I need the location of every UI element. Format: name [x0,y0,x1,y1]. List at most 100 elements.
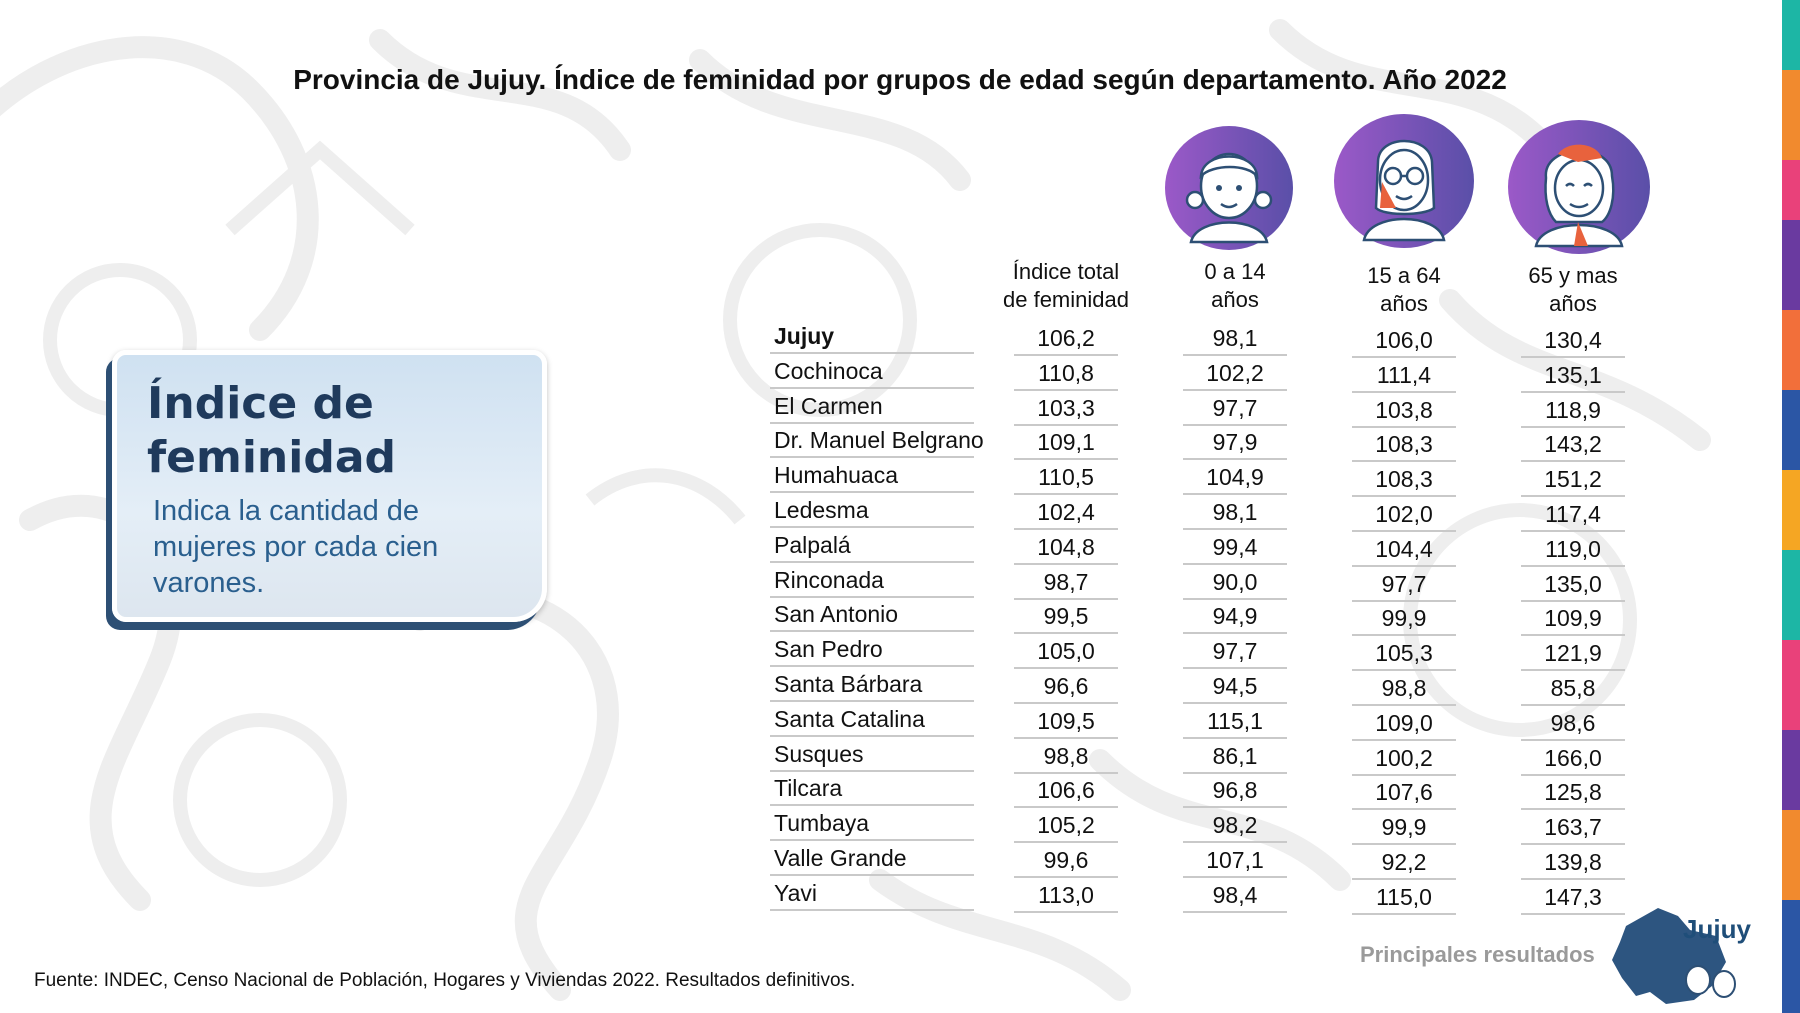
row-label: Yavi [774,879,818,906]
cell-separator [1352,808,1456,811]
table-cell-age_15_64: 109,0 [1375,709,1433,736]
table-cell-age_65: 139,8 [1544,849,1602,875]
cell-separator [1014,458,1118,461]
cell-separator [1183,388,1287,391]
column-header-age_0_14: 0 a 14 años [1155,258,1315,314]
callout-body-line-2: mujeres por cada cien [153,531,439,563]
cell-separator [1521,356,1625,358]
table-cell-age_0_14: 94,5 [1212,673,1258,699]
table-cell-age_65: 119,0 [1545,535,1601,562]
cell-separator [1014,667,1118,670]
table-cell-age_65: 135,1 [1544,361,1602,388]
cell-separator [1521,530,1625,532]
column-header-line-1: 65 y mas [1528,263,1618,288]
table-cell-age_0_14: 97,9 [1212,429,1258,456]
cell-separator [1183,458,1287,461]
table-cell-age_65: 118,9 [1545,396,1601,423]
row-separator [770,769,974,772]
callout-body: Indica la cantidad de mujeres por cada c… [153,493,533,601]
cell-separator [1352,425,1456,428]
table-cell-age_0_14: 98,4 [1212,881,1258,908]
table-cell-age_15_64: 98,8 [1381,675,1427,701]
row-separator [770,908,974,911]
chart-title: Provincia de Jujuy. Índice de feminidad … [293,64,1507,95]
cell-separator [1014,876,1118,878]
cell-separator [1352,773,1456,776]
cell-separator [1014,423,1118,426]
jujuy-map-logo [1612,908,1736,1004]
column-header-line-1: 0 a 14 [1204,259,1266,284]
cell-separator [1014,910,1118,913]
row-separator [770,386,974,389]
table-cell-total: 109,1 [1037,429,1095,456]
row-separator [770,700,974,702]
table-cell-age_15_64: 103,8 [1375,396,1433,423]
table-cell-age_65: 117,4 [1545,501,1601,527]
row-separator [770,526,974,528]
cell-separator [1014,702,1118,704]
table-cell-age_15_64: 105,3 [1375,640,1433,667]
cell-separator [1014,632,1118,635]
cell-separator [1521,773,1625,776]
cell-separator [1521,634,1625,637]
cell-separator [1352,599,1456,602]
cell-separator [1352,530,1456,532]
table-cell-age_15_64: 108,3 [1375,431,1433,458]
table-cell-age_0_14: 94,9 [1212,603,1258,630]
elder-woman-avatar-icon [1508,120,1650,254]
table-cell-age_15_64: 92,2 [1381,849,1427,875]
cell-separator [1183,423,1287,426]
cell-separator [1521,390,1625,393]
row-separator [770,839,974,842]
cell-separator [1521,843,1625,846]
cell-separator [1352,390,1456,393]
cell-separator [1014,388,1118,391]
table-cell-age_65: 109,9 [1544,605,1602,632]
table-cell-total: 99,5 [1043,603,1089,630]
cell-separator [1352,460,1456,463]
table-cell-age_65: 125,8 [1544,779,1602,806]
table-cell-age_0_14: 104,9 [1206,464,1264,491]
row-label: Tumbaya [774,810,870,837]
cell-separator [1352,495,1456,498]
source-note: Fuente: INDEC, Censo Nacional de Poblaci… [34,970,856,991]
callout-title-line-2: feminidad [147,432,397,483]
table-cell-total: 98,7 [1043,568,1089,595]
cell-separator [1352,564,1456,567]
table-cell-total: 102,4 [1037,499,1095,525]
row-separator [770,560,974,563]
row-separator [770,734,974,737]
cell-separator [1352,634,1456,637]
row-separator [770,665,974,668]
cell-separator [1014,562,1118,565]
row-label: El Carmen [774,392,883,419]
cell-separator [1014,806,1118,809]
column-header-age_15_64: 15 a 64 años [1324,262,1484,318]
cell-separator [1014,841,1118,844]
row-separator [770,352,974,354]
row-separator [770,804,974,807]
cell-separator [1183,876,1287,878]
row-label: Palpalá [774,531,851,558]
brand-name: Jujuy [1683,914,1751,944]
row-label: Tilcara [774,775,843,802]
table-cell-age_15_64: 99,9 [1381,605,1427,632]
row-separator [770,491,974,494]
row-label: Ledesma [774,497,869,523]
table-cell-total: 104,8 [1037,533,1095,560]
table-cell-age_0_14: 90,0 [1212,568,1258,595]
table-cell-age_0_14: 98,1 [1212,499,1258,525]
cell-separator [1183,841,1287,844]
cell-separator [1183,528,1287,530]
cell-separator [1014,354,1118,356]
table-cell-age_0_14: 107,1 [1206,847,1264,873]
table-cell-age_0_14: 96,8 [1212,777,1258,804]
table-cell-age_0_14: 97,7 [1212,394,1258,421]
row-label: Humahuaca [774,462,899,489]
cell-separator [1183,597,1287,600]
cell-separator [1521,599,1625,602]
table-cell-age_15_64: 111,4 [1376,361,1432,388]
table-cell-age_15_64: 106,0 [1375,327,1433,353]
row-label: Santa Bárbara [774,671,923,697]
cell-separator [1014,736,1118,739]
